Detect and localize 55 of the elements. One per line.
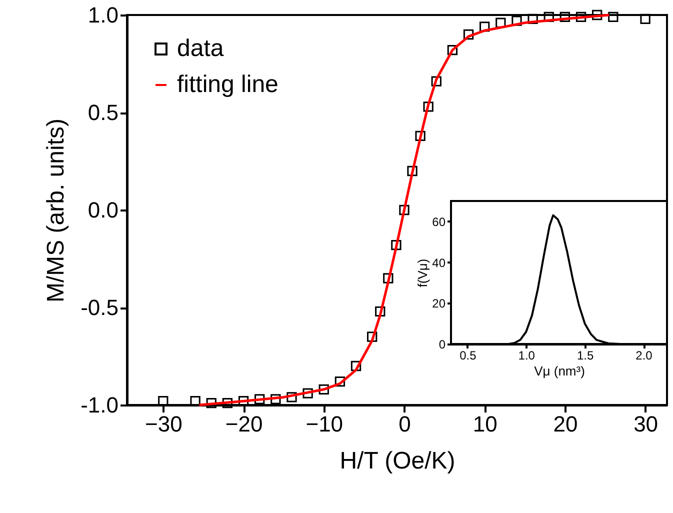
x-tick-label: −20 xyxy=(225,412,263,436)
point xyxy=(431,76,442,86)
point xyxy=(463,29,474,40)
y-tick-label: -1.0 xyxy=(80,392,118,418)
point xyxy=(423,102,434,112)
y-tick-label: 0.0 xyxy=(88,198,118,222)
point xyxy=(407,166,418,176)
point xyxy=(383,273,394,284)
point xyxy=(270,394,281,404)
point xyxy=(512,16,522,26)
y-tick-label: -0.5 xyxy=(80,295,118,320)
point xyxy=(302,388,313,398)
y-tick-label: 0 xyxy=(438,338,446,352)
y-tick-label: 40 xyxy=(432,256,446,270)
point xyxy=(350,360,362,372)
y-tick-label: 20 xyxy=(432,296,446,311)
point xyxy=(592,10,602,20)
x-tick-label: 1.0 xyxy=(518,348,536,362)
point xyxy=(544,12,554,22)
point xyxy=(480,22,490,32)
x-tick-label: 0.5 xyxy=(460,348,477,362)
point xyxy=(318,384,329,394)
point xyxy=(367,332,378,342)
y-tick-label: 1.0 xyxy=(88,2,118,28)
point xyxy=(206,398,216,408)
point xyxy=(399,204,410,216)
y-tick-label: 0.5 xyxy=(88,100,118,125)
x-axis-title: H/T (Oe/K) xyxy=(340,448,456,474)
point xyxy=(560,12,570,22)
point xyxy=(334,376,346,387)
x-tick-label: 1.5 xyxy=(576,348,594,362)
point xyxy=(222,398,233,408)
x-tick-label: 10 xyxy=(472,412,498,436)
point xyxy=(528,14,538,24)
legend-label: data xyxy=(177,35,224,62)
x-tick-label: 2.0 xyxy=(636,348,653,362)
x-tick-label: 0 xyxy=(398,412,411,436)
point xyxy=(286,392,297,402)
point xyxy=(640,14,650,24)
legend-label: fitting line xyxy=(177,71,278,98)
point xyxy=(447,45,458,56)
point xyxy=(375,306,386,316)
x-tick-label: 20 xyxy=(553,412,578,436)
point xyxy=(391,240,402,250)
x-tick-label: −30 xyxy=(144,412,182,436)
y-axis-title: f(Vμ) xyxy=(415,258,430,288)
y-tick-label: 60 xyxy=(432,214,446,229)
point xyxy=(576,12,586,22)
y-axis-title: M/MS (arb. units) xyxy=(42,118,70,303)
x-tick-label: 30 xyxy=(634,412,658,436)
point xyxy=(254,394,265,404)
point xyxy=(415,130,426,141)
point xyxy=(608,12,618,22)
x-tick-label: −10 xyxy=(306,412,344,436)
x-axis-title: Vμ (nm³) xyxy=(534,364,585,378)
